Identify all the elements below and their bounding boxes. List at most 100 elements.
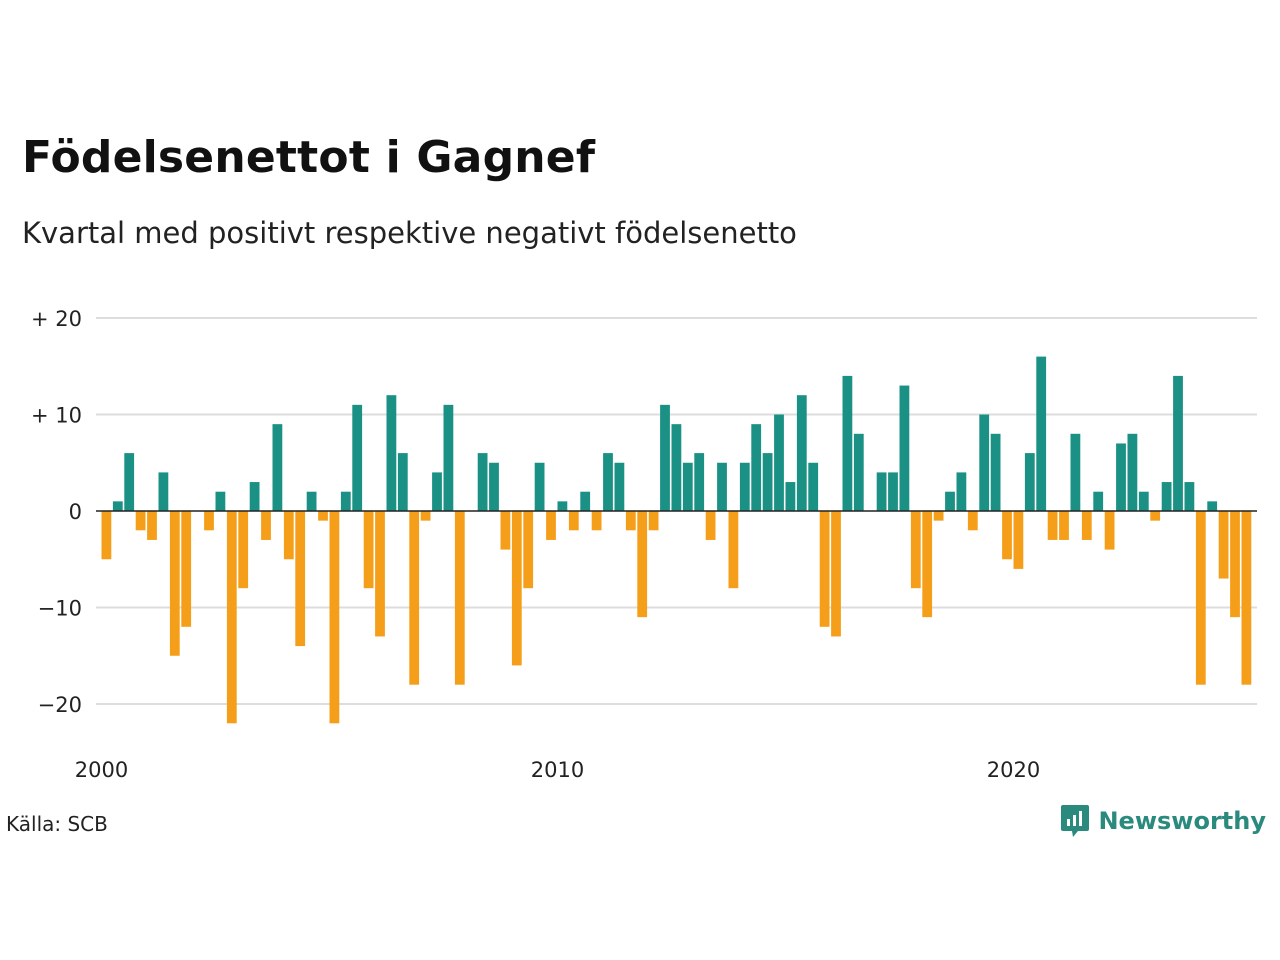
source-note: Källa: SCB [6,812,108,836]
labels-layer: + 20 + 10 0 −10 −20 2000 2010 2020 [31,307,1040,782]
bar-negative [1230,511,1240,618]
bar-negative [705,511,716,540]
bar-positive [603,453,613,511]
bar-positive [340,491,351,511]
bar-positive [876,472,887,511]
bar-negative [226,511,237,724]
bar-negative [1241,511,1252,685]
bar-negative [637,511,648,618]
bar-negative [1002,511,1012,560]
bar-positive [739,462,750,511]
y-tick-label: + 10 [31,404,82,428]
bar-negative [329,511,340,724]
bar-positive [979,414,990,511]
bar-negative [169,511,180,656]
bar-negative [318,511,328,521]
bar-positive [397,453,408,511]
bar-negative [1013,511,1024,569]
x-tick-label: 2000 [75,758,128,782]
bar-positive [158,472,169,511]
bar-negative [238,511,249,589]
brand-logo: Newsworthy [1060,804,1266,838]
bar-positive [671,424,682,511]
bar-positive [580,491,591,511]
bar-positive [1184,482,1195,511]
bar-negative [1081,511,1092,540]
bar-positive [1093,491,1104,511]
bar-positive [1070,433,1081,511]
bar-negative [648,511,659,531]
bar-positive [443,404,454,511]
bar-negative [1150,511,1161,521]
bar-positive [1024,453,1035,511]
y-tick-label: + 20 [31,307,82,331]
bar-positive [888,472,898,511]
bar-positive [1036,356,1047,511]
bar-positive [660,404,670,511]
bar-positive [477,453,488,511]
bar-negative [625,511,636,531]
bar-positive [1127,433,1138,511]
bar-positive [1116,443,1126,511]
bar-negative [135,511,146,531]
bar-positive [557,501,568,511]
bar-positive [306,491,317,511]
bar-positive [785,482,796,511]
bar-positive [215,491,226,511]
bar-positive [272,424,283,511]
bar-positive [124,453,135,511]
bar-positive [614,462,625,511]
bar-positive [1207,501,1218,511]
bar-negative [910,511,921,589]
bar-negative [409,511,420,685]
bar-negative [500,511,511,550]
bar-negative [511,511,522,666]
bar-negative [204,511,214,531]
bar-positive [842,375,853,511]
bar-negative [1218,511,1229,579]
bar-negative [546,511,556,540]
bar-negative [1059,511,1069,540]
bar-negative [967,511,978,531]
bar-positive [853,433,864,511]
brand-name: Newsworthy [1098,807,1266,835]
x-tick-label: 2010 [531,758,584,782]
bar-negative [454,511,465,685]
bar-negative [283,511,294,560]
bar-positive [945,491,955,511]
bar-positive [774,414,784,511]
bar-negative [1047,511,1058,540]
bar-negative [831,511,841,637]
bar-negative [523,511,534,589]
x-tick-label: 2020 [987,758,1040,782]
chart-title: Födelsenettot i Gagnef [22,132,596,183]
bar-positive [386,395,397,511]
y-tick-label: −10 [38,597,82,621]
chart-subtitle: Kvartal med positivt respektive negativt… [22,216,797,250]
bar-positive [796,395,807,511]
bar-positive [1138,491,1149,511]
bar-negative [728,511,739,589]
bar-positive [489,462,499,511]
bar-positive [956,472,967,511]
bar-negative [147,511,157,540]
grid-layer [96,317,1257,705]
bar-negative [922,511,933,618]
y-tick-label: −20 [38,693,82,717]
bar-negative [420,511,431,521]
bar-positive [1173,375,1183,511]
bars-layer [101,356,1252,724]
bar-positive [717,462,727,511]
y-tick-label: 0 [69,500,82,524]
bar-negative [819,511,830,627]
bar-chart: + 20 + 10 0 −10 −20 2000 2010 2020 [31,307,1257,782]
bar-positive [432,472,442,511]
bar-positive [990,433,1001,511]
bar-positive [682,462,693,511]
bar-positive [751,424,762,511]
bar-negative [375,511,385,637]
newsworthy-logo-icon [1061,805,1090,837]
bar-negative [933,511,944,521]
bar-negative [261,511,271,540]
bar-positive [534,462,545,511]
